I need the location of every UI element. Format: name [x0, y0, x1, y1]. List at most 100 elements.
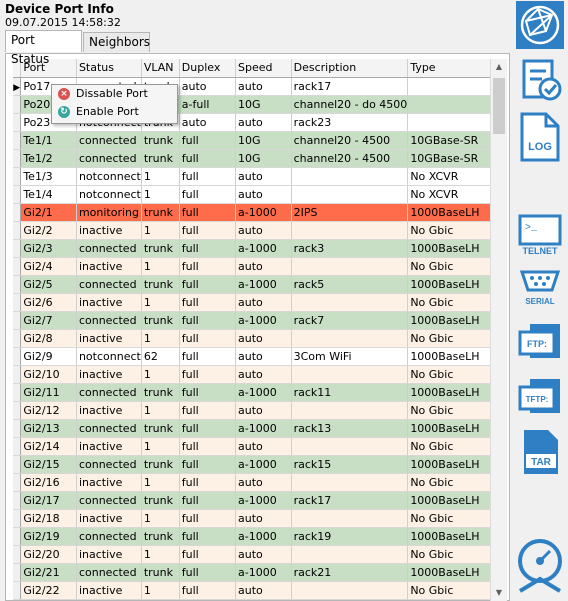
cell-vlan[interactable]: 1 — [141, 437, 180, 456]
cell-desc[interactable] — [291, 221, 409, 240]
column-header-status[interactable]: Status — [76, 59, 142, 78]
row-selector[interactable] — [13, 239, 22, 258]
cell-desc[interactable] — [291, 545, 409, 564]
table-row[interactable]: Gi2/2 inactive 1 full auto No Gbic — [13, 221, 507, 240]
row-selector[interactable] — [13, 401, 22, 420]
cell-duplex[interactable]: full — [179, 473, 237, 492]
tar-archive-icon[interactable]: TAR — [516, 428, 564, 476]
table-row[interactable]: Gi2/5 connected trunk full a-1000 rack5 1000Ba… — [13, 275, 507, 294]
cell-desc[interactable] — [291, 365, 409, 384]
cell-speed[interactable]: a-1000 — [235, 455, 292, 474]
row-selector[interactable] — [13, 509, 22, 528]
cell-vlan[interactable]: trunk — [141, 383, 180, 402]
report-check-icon[interactable] — [516, 57, 564, 105]
cell-speed[interactable]: a-1000 — [235, 203, 292, 222]
cell-type[interactable]: No Gbic — [407, 545, 507, 564]
cell-vlan[interactable]: 1 — [141, 185, 180, 204]
cell-type[interactable]: No Gbic — [407, 257, 507, 276]
row-selector[interactable] — [13, 95, 22, 114]
column-header-type[interactable]: Type — [407, 59, 507, 78]
cell-duplex[interactable]: full — [179, 293, 237, 312]
table-row[interactable]: Te1/3 notconnect 1 full auto No XCVR — [13, 167, 507, 186]
cell-status[interactable]: connected — [76, 275, 142, 294]
cell-speed[interactable]: 10G — [235, 149, 292, 168]
cell-duplex[interactable]: full — [179, 545, 237, 564]
cell-type[interactable]: No Gbic — [407, 221, 507, 240]
cell-speed[interactable]: a-1000 — [235, 527, 292, 546]
cell-type[interactable]: 1000BaseLH — [407, 383, 507, 402]
cell-port[interactable]: Gi2/13 — [20, 419, 77, 438]
cell-type[interactable]: 1000BaseLH — [407, 455, 507, 474]
table-row[interactable]: Gi2/20 inactive 1 full auto No Gbic — [13, 545, 507, 564]
cell-duplex[interactable]: full — [179, 581, 237, 600]
cell-desc[interactable]: rack17 — [291, 77, 409, 96]
cell-status[interactable]: notconnect — [76, 185, 142, 204]
cell-desc[interactable] — [291, 167, 409, 186]
cell-status[interactable]: inactive — [76, 221, 142, 240]
column-header-port[interactable]: Port — [20, 59, 77, 78]
cell-type[interactable]: 1000BaseLH — [407, 563, 507, 582]
cell-port[interactable]: Gi2/10 — [20, 365, 77, 384]
cell-speed[interactable]: auto — [235, 167, 292, 186]
cell-duplex[interactable]: full — [179, 491, 237, 510]
row-selector[interactable] — [13, 365, 22, 384]
cell-speed[interactable]: a-1000 — [235, 275, 292, 294]
cell-status[interactable]: notconnect — [76, 347, 142, 366]
row-selector[interactable] — [13, 203, 22, 222]
cell-duplex[interactable]: full — [179, 131, 237, 150]
cell-desc[interactable]: 2IPS — [291, 203, 409, 222]
log-file-icon[interactable]: LOG — [516, 112, 564, 162]
cell-speed[interactable]: auto — [235, 221, 292, 240]
table-row[interactable]: Gi2/12 inactive 1 full auto No Gbic — [13, 401, 507, 420]
cell-vlan[interactable]: trunk — [141, 455, 180, 474]
cell-duplex[interactable]: full — [179, 221, 237, 240]
cell-vlan[interactable]: 1 — [141, 257, 180, 276]
cell-port[interactable]: Gi2/6 — [20, 293, 77, 312]
table-row[interactable]: Gi2/21 connected trunk full a-1000 rack21 1000… — [13, 563, 507, 582]
cell-vlan[interactable]: 1 — [141, 293, 180, 312]
cell-status[interactable]: inactive — [76, 329, 142, 348]
cell-vlan[interactable]: 1 — [141, 545, 180, 564]
cell-port[interactable]: Gi2/8 — [20, 329, 77, 348]
cell-duplex[interactable]: full — [179, 311, 237, 330]
column-header-vlan[interactable]: VLAN — [141, 59, 180, 78]
row-selector[interactable] — [13, 419, 22, 438]
cell-type[interactable]: 1000BaseLH — [407, 347, 507, 366]
cell-port[interactable]: Te1/4 — [20, 185, 77, 204]
cell-vlan[interactable]: trunk — [141, 149, 180, 168]
scroll-down-arrow-icon[interactable]: ▼ — [495, 588, 503, 597]
cell-desc[interactable]: rack23 — [291, 113, 409, 132]
table-row[interactable]: Te1/1 connected trunk full 10G channel20 - 45… — [13, 131, 507, 150]
cell-speed[interactable]: auto — [235, 401, 292, 420]
cell-vlan[interactable]: 1 — [141, 581, 180, 600]
cell-desc[interactable] — [291, 401, 409, 420]
row-selector[interactable] — [13, 491, 22, 510]
cell-speed[interactable]: auto — [235, 473, 292, 492]
row-selector[interactable] — [13, 311, 22, 330]
cell-desc[interactable]: rack11 — [291, 383, 409, 402]
row-selector[interactable] — [13, 563, 22, 582]
cell-speed[interactable]: auto — [235, 293, 292, 312]
table-row[interactable]: Gi2/10 inactive 1 full auto No Gbic — [13, 365, 507, 384]
cell-desc[interactable]: rack3 — [291, 239, 409, 258]
cell-type[interactable]: No Gbic — [407, 509, 507, 528]
cell-port[interactable]: Gi2/20 — [20, 545, 77, 564]
cell-vlan[interactable]: trunk — [141, 419, 180, 438]
cell-duplex[interactable]: a-full — [179, 95, 237, 114]
cell-type[interactable]: 10GBase-SR — [407, 149, 507, 168]
cell-desc[interactable] — [291, 329, 409, 348]
cell-status[interactable]: connected — [76, 239, 142, 258]
cell-speed[interactable]: auto — [235, 185, 292, 204]
table-row[interactable]: Gi2/13 connected trunk full a-1000 rack13 1000… — [13, 419, 507, 438]
cell-speed[interactable]: auto — [235, 545, 292, 564]
cell-duplex[interactable]: full — [179, 563, 237, 582]
row-selector[interactable] — [13, 113, 22, 132]
cell-port[interactable]: Gi2/3 — [20, 239, 77, 258]
cell-status[interactable]: inactive — [76, 581, 142, 600]
row-selector[interactable] — [13, 221, 22, 240]
row-selector[interactable] — [13, 149, 22, 168]
cell-desc[interactable]: rack7 — [291, 311, 409, 330]
cell-desc[interactable]: channel20 - 4500 — [291, 149, 409, 168]
table-row[interactable]: Te1/2 connected trunk full 10G channel20 - 45… — [13, 149, 507, 168]
row-selector[interactable] — [13, 455, 22, 474]
